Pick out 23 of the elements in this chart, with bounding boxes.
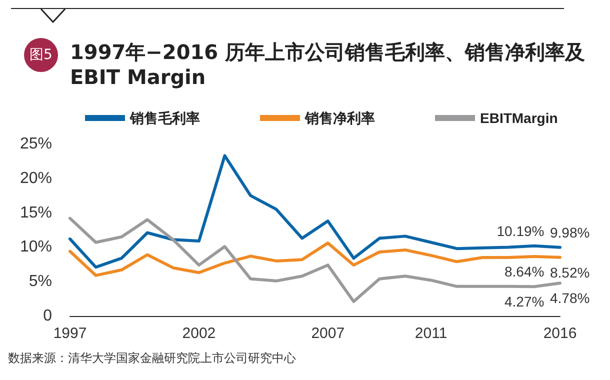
y-tick-label: 15%: [20, 204, 52, 222]
data-label: 4.78%: [550, 290, 590, 306]
y-tick-label: 20%: [20, 170, 52, 187]
x-tick-label: 1997: [53, 325, 87, 342]
data-label: 4.27%: [504, 294, 544, 310]
data-label: 10.19%: [496, 222, 544, 239]
x-tick-label: 2011: [414, 325, 448, 342]
x-tick-label: 2002: [182, 325, 216, 342]
x-tick-label: 2016: [543, 325, 577, 342]
caption: 图5: [24, 38, 58, 72]
y-tick-label: 0: [43, 308, 52, 324]
legend-label: EBITMargin: [480, 110, 558, 126]
y-tick-label: 25%: [20, 136, 52, 152]
data-label: 9.98%: [550, 224, 590, 240]
data-label: 8.64%: [504, 264, 544, 280]
y-tick-label: 10%: [20, 238, 52, 256]
y-tick-label: 5%: [28, 273, 52, 290]
legend-label: 销售毛利率: [129, 110, 200, 126]
x-tick-label: 2007: [311, 325, 345, 342]
chart-title: 1997年−2016 历年上市公司销售毛利率、销售净利率及EBIT Margin: [70, 40, 586, 90]
data-label: 8.52%: [550, 264, 590, 280]
source-note: 数据来源：清华大学国家金融研究院上市公司研究中心: [8, 350, 296, 367]
legend-label: 销售净利率: [304, 110, 375, 126]
